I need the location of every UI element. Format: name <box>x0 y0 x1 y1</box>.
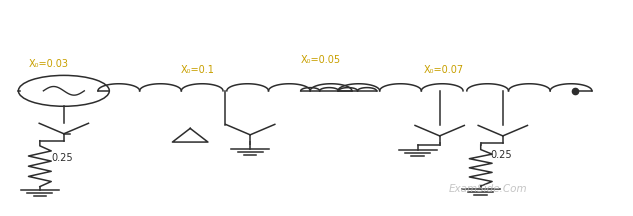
Text: X₀=0.03: X₀=0.03 <box>29 59 69 69</box>
Text: X₀=0.05: X₀=0.05 <box>301 55 341 65</box>
Text: X₀=0.1: X₀=0.1 <box>180 65 215 75</box>
Text: 0.25: 0.25 <box>51 153 73 163</box>
Text: X₀=0.07: X₀=0.07 <box>424 65 464 75</box>
Text: 0.25: 0.25 <box>491 150 513 160</box>
Text: ExamSide.Com: ExamSide.Com <box>449 184 528 194</box>
